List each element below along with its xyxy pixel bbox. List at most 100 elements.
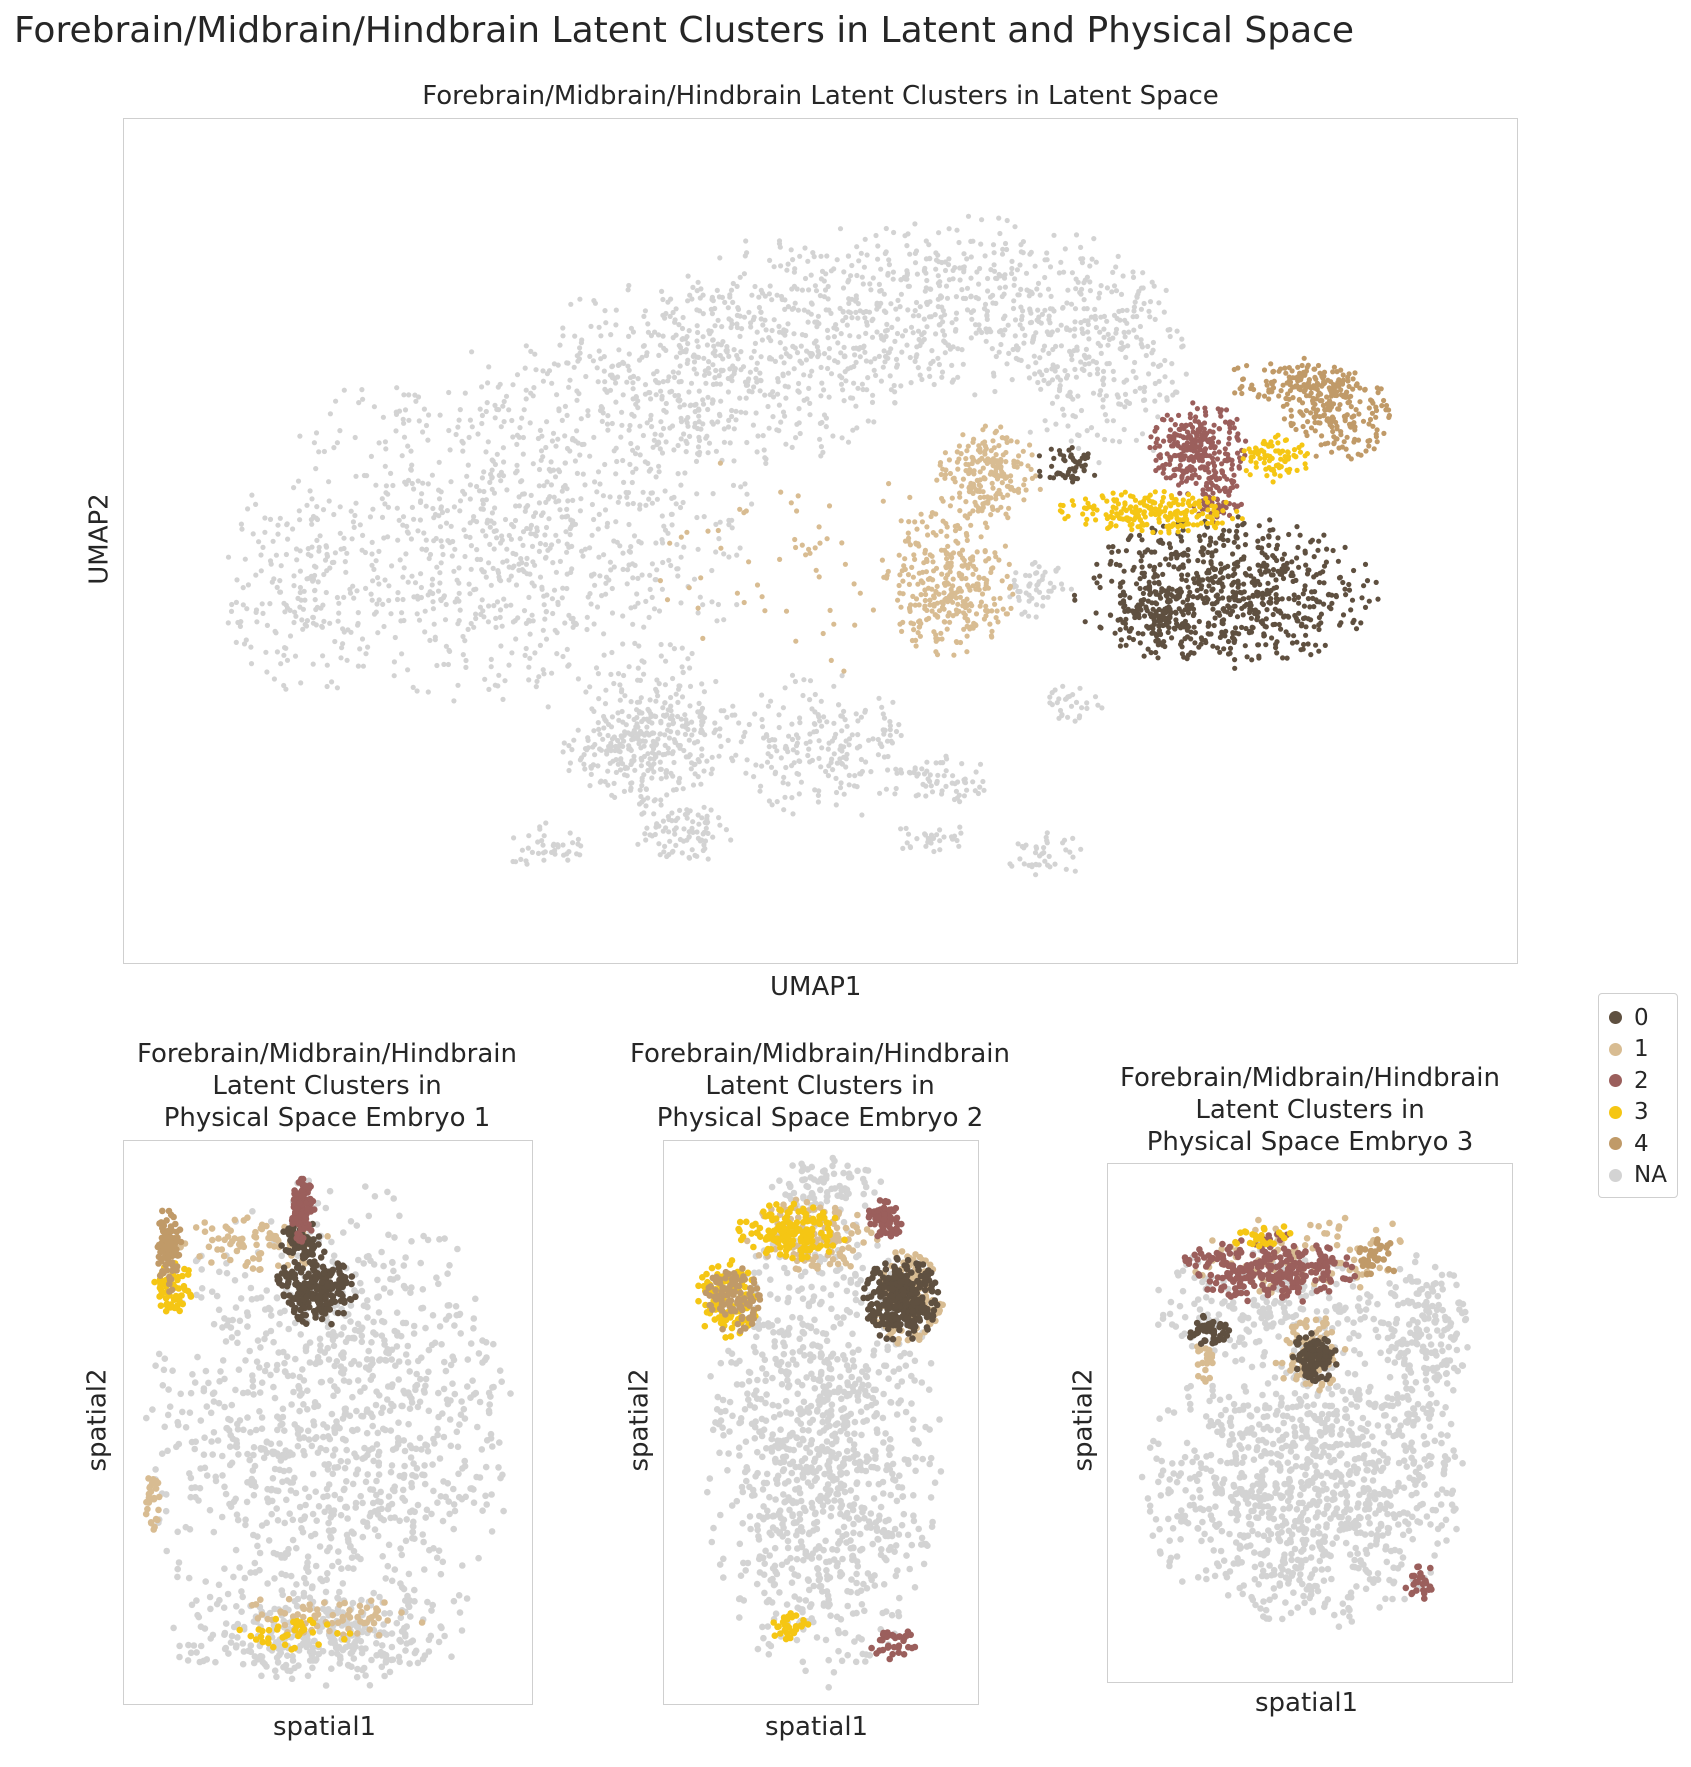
umap-point-cluster-NA xyxy=(420,429,426,435)
umap-point-cluster-NA xyxy=(285,536,291,542)
umap-point-cluster-NA xyxy=(645,321,651,327)
umap-point-cluster-NA xyxy=(772,771,778,777)
umap-point-cluster-NA xyxy=(880,727,886,733)
umap-point-cluster-NA xyxy=(416,617,423,623)
umap-point-cluster-NA xyxy=(757,388,763,394)
umap-point-cluster-1 xyxy=(851,581,857,587)
umap-point-cluster-1 xyxy=(947,619,953,625)
umap-point-cluster-0 xyxy=(1255,538,1261,544)
umap-point-cluster-NA xyxy=(506,577,512,583)
umap-point-cluster-NA xyxy=(1040,347,1046,353)
umap-point-cluster-NA xyxy=(1113,264,1119,270)
umap-point-cluster-NA xyxy=(640,432,647,439)
umap-point-cluster-NA xyxy=(837,756,843,762)
umap-point-cluster-NA xyxy=(853,359,859,365)
umap-point-cluster-NA xyxy=(526,594,532,600)
umap-point-cluster-NA xyxy=(1035,307,1041,313)
umap-point-cluster-NA xyxy=(642,308,649,314)
umap-point-cluster-NA xyxy=(591,708,597,715)
umap-point-cluster-NA xyxy=(580,471,586,477)
umap-point-cluster-NA xyxy=(700,311,706,317)
umap-point-cluster-0 xyxy=(1036,453,1042,459)
umap-point-cluster-NA xyxy=(652,831,658,838)
umap-point-cluster-1 xyxy=(962,513,968,519)
umap-cluster-0 xyxy=(1036,445,1381,671)
umap-point-cluster-0 xyxy=(1261,633,1267,639)
umap-point-cluster-1 xyxy=(961,557,967,563)
umap-point-cluster-NA xyxy=(789,672,796,678)
umap-point-cluster-NA xyxy=(297,589,303,596)
umap-point-cluster-NA xyxy=(759,290,766,296)
umap-point-cluster-NA xyxy=(445,538,451,544)
umap-point-cluster-NA xyxy=(1122,334,1128,340)
umap-point-cluster-0 xyxy=(1185,547,1191,553)
umap-point-cluster-1 xyxy=(977,488,983,494)
umap-point-cluster-1 xyxy=(907,542,914,548)
umap-point-cluster-NA xyxy=(699,753,705,759)
umap-point-cluster-1 xyxy=(978,599,985,605)
umap-point-cluster-NA xyxy=(910,313,917,319)
umap-point-cluster-1 xyxy=(989,628,995,634)
umap-point-cluster-0 xyxy=(1141,597,1147,603)
umap-point-cluster-2 xyxy=(1163,475,1169,481)
umap-point-cluster-0 xyxy=(1264,587,1270,593)
umap-point-cluster-NA xyxy=(488,582,494,588)
umap-point-cluster-NA xyxy=(645,751,651,757)
umap-point-cluster-0 xyxy=(1291,597,1297,603)
umap-point-cluster-NA xyxy=(506,564,512,570)
umap-point-cluster-NA xyxy=(456,580,462,586)
umap-point-cluster-0 xyxy=(1140,590,1146,596)
umap-point-cluster-NA xyxy=(953,294,960,300)
umap-point-cluster-NA xyxy=(1067,390,1073,396)
umap-point-cluster-NA xyxy=(1062,246,1068,252)
umap-point-cluster-NA xyxy=(1102,412,1108,418)
umap-point-cluster-0 xyxy=(1156,613,1162,619)
umap-point-cluster-NA xyxy=(759,692,765,698)
umap-point-cluster-NA xyxy=(738,409,744,415)
umap-point-cluster-NA xyxy=(617,494,623,500)
umap-point-cluster-NA xyxy=(598,333,604,339)
umap-point-cluster-NA xyxy=(524,571,530,577)
umap-point-cluster-NA xyxy=(324,683,330,690)
umap-point-cluster-NA xyxy=(905,307,911,313)
umap-point-cluster-NA xyxy=(710,298,716,304)
umap-point-cluster-NA xyxy=(663,770,669,776)
umap-point-cluster-NA xyxy=(543,444,549,451)
umap-point-cluster-NA xyxy=(855,385,861,391)
umap-point-cluster-NA xyxy=(339,645,345,651)
umap-point-cluster-NA xyxy=(253,501,259,507)
umap-point-cluster-0 xyxy=(1206,622,1212,628)
umap-point-cluster-NA xyxy=(917,372,923,378)
umap-point-cluster-NA xyxy=(886,257,892,263)
umap-point-cluster-NA xyxy=(635,841,641,847)
umap-point-cluster-NA xyxy=(713,367,719,374)
umap-point-cluster-0 xyxy=(1270,611,1276,618)
umap-point-cluster-NA xyxy=(810,250,816,256)
umap-point-cluster-NA xyxy=(467,417,473,423)
umap-point-cluster-NA xyxy=(723,348,729,354)
umap-point-cluster-0 xyxy=(1180,599,1186,605)
umap-point-cluster-NA xyxy=(575,676,581,682)
umap-point-cluster-NA xyxy=(859,274,865,280)
umap-point-cluster-NA xyxy=(890,699,896,705)
umap-point-cluster-NA xyxy=(411,594,417,600)
umap-point-cluster-NA xyxy=(917,304,923,310)
umap-point-cluster-1 xyxy=(999,578,1005,584)
umap-point-cluster-0 xyxy=(1246,566,1252,572)
umap-point-cluster-NA xyxy=(478,506,484,512)
umap-point-cluster-0 xyxy=(1093,610,1099,616)
umap-point-cluster-NA xyxy=(651,606,658,612)
umap-point-cluster-NA xyxy=(587,453,593,459)
umap-point-cluster-NA xyxy=(937,279,943,285)
umap-point-cluster-NA xyxy=(946,256,952,262)
umap-point-cluster-NA xyxy=(1029,862,1035,868)
umap-point-cluster-1 xyxy=(966,484,973,490)
umap-point-cluster-NA xyxy=(759,763,765,769)
umap-point-cluster-0 xyxy=(1221,646,1227,652)
umap-point-cluster-1 xyxy=(897,572,903,578)
umap-point-cluster-NA xyxy=(1131,304,1137,310)
umap-point-cluster-NA xyxy=(643,837,649,843)
umap-point-cluster-NA xyxy=(501,398,507,405)
umap-point-cluster-NA xyxy=(726,522,732,528)
umap-point-cluster-0 xyxy=(1260,535,1266,542)
